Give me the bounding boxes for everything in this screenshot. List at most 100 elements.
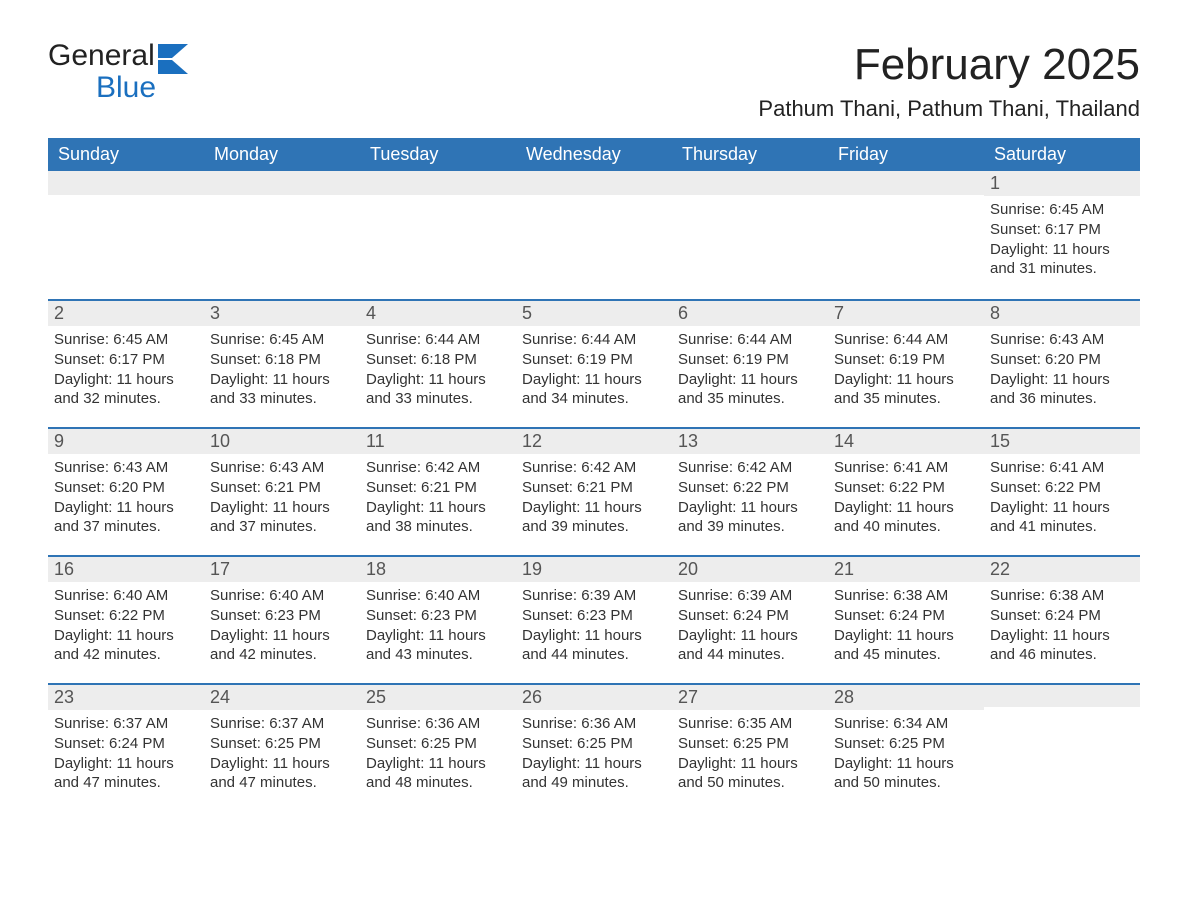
day-number: 15 xyxy=(984,427,1140,454)
calendar-week: 2Sunrise: 6:45 AMSunset: 6:17 PMDaylight… xyxy=(48,299,1140,427)
sunset-text: Sunset: 6:20 PM xyxy=(990,350,1134,370)
calendar-body: 1Sunrise: 6:45 AMSunset: 6:17 PMDaylight… xyxy=(48,171,1140,811)
day-number xyxy=(672,171,828,195)
day-number: 21 xyxy=(828,555,984,582)
month-title: February 2025 xyxy=(758,40,1140,90)
sunrise-text: Sunrise: 6:43 AM xyxy=(210,458,354,478)
calendar-cell: 21Sunrise: 6:38 AMSunset: 6:24 PMDayligh… xyxy=(828,555,984,683)
calendar-cell: 27Sunrise: 6:35 AMSunset: 6:25 PMDayligh… xyxy=(672,683,828,811)
day-body xyxy=(672,195,828,205)
sunset-text: Sunset: 6:19 PM xyxy=(522,350,666,370)
top-bar: General Blue February 2025 Pathum Thani,… xyxy=(48,40,1140,136)
sunset-text: Sunset: 6:25 PM xyxy=(834,734,978,754)
sunrise-text: Sunrise: 6:37 AM xyxy=(54,714,198,734)
weekday-header: Monday xyxy=(204,138,360,171)
sunset-text: Sunset: 6:21 PM xyxy=(366,478,510,498)
day-body: Sunrise: 6:37 AMSunset: 6:25 PMDaylight:… xyxy=(204,710,360,799)
calendar-cell: 14Sunrise: 6:41 AMSunset: 6:22 PMDayligh… xyxy=(828,427,984,555)
title-block: February 2025 Pathum Thani, Pathum Thani… xyxy=(758,40,1140,136)
weekday-header: Wednesday xyxy=(516,138,672,171)
day-body xyxy=(48,195,204,205)
daylight-text: Daylight: 11 hours and 39 minutes. xyxy=(522,498,666,538)
sunset-text: Sunset: 6:24 PM xyxy=(678,606,822,626)
sunrise-text: Sunrise: 6:40 AM xyxy=(210,586,354,606)
day-body: Sunrise: 6:41 AMSunset: 6:22 PMDaylight:… xyxy=(828,454,984,543)
daylight-text: Daylight: 11 hours and 48 minutes. xyxy=(366,754,510,794)
daylight-text: Daylight: 11 hours and 45 minutes. xyxy=(834,626,978,666)
sunrise-text: Sunrise: 6:34 AM xyxy=(834,714,978,734)
daylight-text: Daylight: 11 hours and 34 minutes. xyxy=(522,370,666,410)
daylight-text: Daylight: 11 hours and 35 minutes. xyxy=(834,370,978,410)
day-number: 4 xyxy=(360,299,516,326)
day-number: 9 xyxy=(48,427,204,454)
day-number: 17 xyxy=(204,555,360,582)
calendar-head: Sunday Monday Tuesday Wednesday Thursday… xyxy=(48,138,1140,171)
day-number xyxy=(360,171,516,195)
daylight-text: Daylight: 11 hours and 33 minutes. xyxy=(210,370,354,410)
day-body: Sunrise: 6:42 AMSunset: 6:22 PMDaylight:… xyxy=(672,454,828,543)
calendar-cell xyxy=(48,171,204,299)
calendar-cell: 11Sunrise: 6:42 AMSunset: 6:21 PMDayligh… xyxy=(360,427,516,555)
calendar-cell xyxy=(984,683,1140,811)
daylight-text: Daylight: 11 hours and 42 minutes. xyxy=(210,626,354,666)
sunset-text: Sunset: 6:17 PM xyxy=(54,350,198,370)
weekday-header: Saturday xyxy=(984,138,1140,171)
day-body: Sunrise: 6:39 AMSunset: 6:23 PMDaylight:… xyxy=(516,582,672,671)
calendar-week: 23Sunrise: 6:37 AMSunset: 6:24 PMDayligh… xyxy=(48,683,1140,811)
weekday-header: Thursday xyxy=(672,138,828,171)
day-number: 20 xyxy=(672,555,828,582)
sunset-text: Sunset: 6:18 PM xyxy=(210,350,354,370)
sunrise-text: Sunrise: 6:36 AM xyxy=(522,714,666,734)
calendar-cell: 3Sunrise: 6:45 AMSunset: 6:18 PMDaylight… xyxy=(204,299,360,427)
daylight-text: Daylight: 11 hours and 40 minutes. xyxy=(834,498,978,538)
day-body: Sunrise: 6:36 AMSunset: 6:25 PMDaylight:… xyxy=(516,710,672,799)
sunset-text: Sunset: 6:23 PM xyxy=(366,606,510,626)
weekday-header: Friday xyxy=(828,138,984,171)
day-number: 16 xyxy=(48,555,204,582)
day-number xyxy=(48,171,204,195)
logo-line1: General xyxy=(48,39,155,72)
sunrise-text: Sunrise: 6:40 AM xyxy=(54,586,198,606)
sunset-text: Sunset: 6:22 PM xyxy=(678,478,822,498)
flag-icon xyxy=(158,44,198,78)
sunset-text: Sunset: 6:20 PM xyxy=(54,478,198,498)
day-number: 5 xyxy=(516,299,672,326)
day-body: Sunrise: 6:38 AMSunset: 6:24 PMDaylight:… xyxy=(984,582,1140,671)
day-body: Sunrise: 6:40 AMSunset: 6:23 PMDaylight:… xyxy=(360,582,516,671)
daylight-text: Daylight: 11 hours and 41 minutes. xyxy=(990,498,1134,538)
day-number: 24 xyxy=(204,683,360,710)
daylight-text: Daylight: 11 hours and 39 minutes. xyxy=(678,498,822,538)
day-body: Sunrise: 6:36 AMSunset: 6:25 PMDaylight:… xyxy=(360,710,516,799)
daylight-text: Daylight: 11 hours and 33 minutes. xyxy=(366,370,510,410)
logo-line2: Blue xyxy=(96,72,156,104)
calendar-cell: 15Sunrise: 6:41 AMSunset: 6:22 PMDayligh… xyxy=(984,427,1140,555)
day-number: 27 xyxy=(672,683,828,710)
sunset-text: Sunset: 6:22 PM xyxy=(990,478,1134,498)
logo-text: General Blue xyxy=(48,40,156,103)
calendar-cell: 7Sunrise: 6:44 AMSunset: 6:19 PMDaylight… xyxy=(828,299,984,427)
day-body: Sunrise: 6:43 AMSunset: 6:21 PMDaylight:… xyxy=(204,454,360,543)
day-number: 2 xyxy=(48,299,204,326)
weekday-header: Sunday xyxy=(48,138,204,171)
sunset-text: Sunset: 6:19 PM xyxy=(834,350,978,370)
sunrise-text: Sunrise: 6:39 AM xyxy=(522,586,666,606)
daylight-text: Daylight: 11 hours and 49 minutes. xyxy=(522,754,666,794)
day-number: 25 xyxy=(360,683,516,710)
calendar-cell: 6Sunrise: 6:44 AMSunset: 6:19 PMDaylight… xyxy=(672,299,828,427)
daylight-text: Daylight: 11 hours and 43 minutes. xyxy=(366,626,510,666)
day-number: 26 xyxy=(516,683,672,710)
sunset-text: Sunset: 6:21 PM xyxy=(210,478,354,498)
day-number: 11 xyxy=(360,427,516,454)
calendar-cell: 13Sunrise: 6:42 AMSunset: 6:22 PMDayligh… xyxy=(672,427,828,555)
daylight-text: Daylight: 11 hours and 50 minutes. xyxy=(834,754,978,794)
day-number: 28 xyxy=(828,683,984,710)
daylight-text: Daylight: 11 hours and 37 minutes. xyxy=(54,498,198,538)
calendar-cell: 20Sunrise: 6:39 AMSunset: 6:24 PMDayligh… xyxy=(672,555,828,683)
sunrise-text: Sunrise: 6:44 AM xyxy=(678,330,822,350)
sunrise-text: Sunrise: 6:41 AM xyxy=(834,458,978,478)
calendar-cell: 23Sunrise: 6:37 AMSunset: 6:24 PMDayligh… xyxy=(48,683,204,811)
calendar-cell xyxy=(360,171,516,299)
calendar-week: 1Sunrise: 6:45 AMSunset: 6:17 PMDaylight… xyxy=(48,171,1140,299)
calendar-cell: 26Sunrise: 6:36 AMSunset: 6:25 PMDayligh… xyxy=(516,683,672,811)
sunset-text: Sunset: 6:19 PM xyxy=(678,350,822,370)
